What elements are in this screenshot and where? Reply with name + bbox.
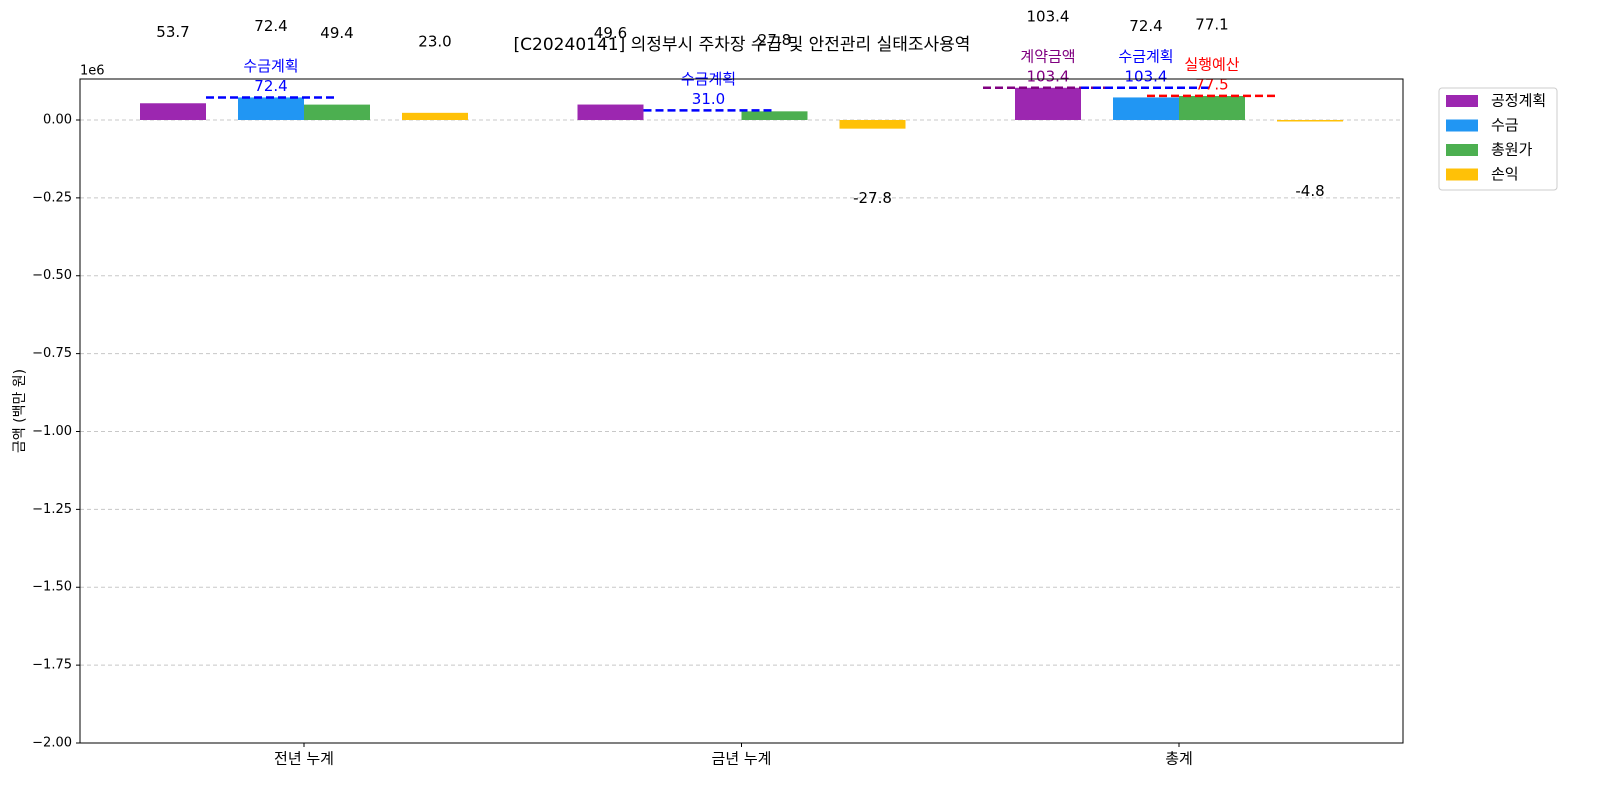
x-tick-label: 총계 — [1165, 750, 1193, 768]
data-label: -27.8 — [853, 189, 892, 207]
data-label: 49.4 — [320, 24, 353, 42]
y-tick-label: −0.75 — [32, 346, 72, 361]
legend-label: 총원가 — [1491, 141, 1533, 159]
legend-label: 공정계획 — [1491, 92, 1546, 110]
y-tick-label: −1.75 — [32, 658, 72, 673]
y-tick-label: −1.00 — [32, 424, 72, 439]
legend-swatch — [1446, 168, 1478, 181]
bar — [304, 104, 370, 120]
y-axis-label: 금액 (백만 원) — [12, 369, 28, 453]
offset-label: 1e6 — [80, 64, 105, 79]
data-label: 49.6 — [594, 24, 627, 42]
annotation-label: 계약금액 — [1020, 47, 1075, 65]
data-label: -4.8 — [1295, 182, 1324, 200]
x-tick-label: 전년 누계 — [274, 750, 334, 768]
y-tick-label: −2.00 — [32, 736, 72, 751]
bar — [140, 103, 206, 120]
data-label: 72.4 — [1129, 17, 1162, 35]
annotation-value: 72.4 — [254, 77, 287, 95]
bar — [402, 112, 468, 120]
legend-swatch — [1446, 95, 1478, 107]
y-tick-label: −1.25 — [32, 502, 72, 517]
legend-box — [1438, 87, 1558, 191]
y-tick-label: −1.50 — [32, 580, 72, 595]
data-label: 103.4 — [1027, 7, 1070, 25]
legend-label: 손익 — [1491, 165, 1519, 183]
bar — [238, 97, 304, 120]
bar — [839, 119, 906, 129]
y-tick-label: −0.50 — [32, 268, 72, 283]
data-label: 77.1 — [1195, 15, 1228, 33]
bar — [1113, 97, 1179, 120]
legend-swatch — [1446, 144, 1478, 156]
y-tick-label: −0.25 — [32, 190, 72, 205]
bar — [1179, 95, 1245, 120]
data-label: 53.7 — [156, 23, 189, 41]
legend-label: 수금 — [1491, 116, 1519, 134]
data-label: 72.4 — [254, 17, 287, 35]
data-label: 27.8 — [758, 31, 791, 49]
y-tick-label: 0.00 — [43, 112, 72, 127]
annotation-label: 수금계획 — [1118, 47, 1173, 65]
annotation-label: 수금계획 — [243, 57, 298, 75]
chart-title: [C20240141] 의정부시 주차장 수급 및 안전관리 실태조사용역 — [514, 35, 971, 55]
annotation-label: 실행예산 — [1184, 55, 1239, 73]
x-tick-label: 금년 누계 — [712, 750, 772, 768]
bar — [577, 104, 644, 120]
legend-swatch — [1446, 119, 1478, 132]
bar — [1277, 119, 1343, 122]
annotation-value: 77.5 — [1195, 75, 1228, 93]
annotation-value: 103.4 — [1125, 67, 1168, 85]
annotation-value: 103.4 — [1027, 67, 1070, 85]
bar — [741, 111, 808, 120]
annotation-value: 31.0 — [692, 90, 725, 108]
bar — [1015, 87, 1081, 120]
data-label: 23.0 — [418, 32, 451, 50]
